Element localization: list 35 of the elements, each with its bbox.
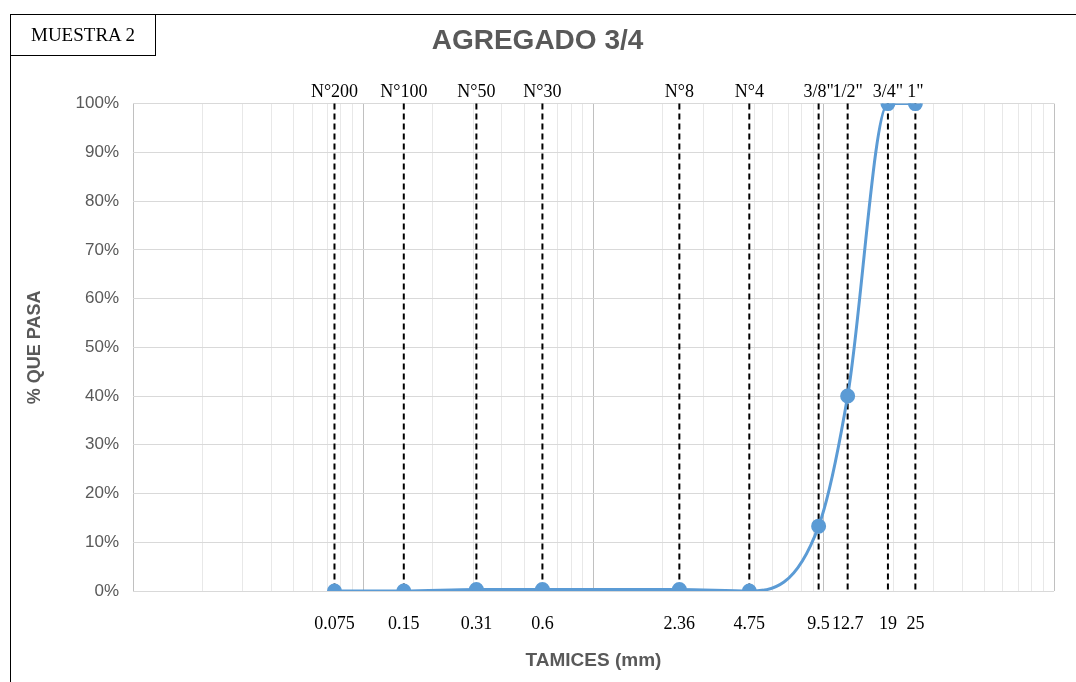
x-tick-label: 12.7: [831, 612, 864, 633]
ref-line-label: N°200: [310, 81, 359, 102]
x-tick-label: 4.75: [733, 612, 766, 633]
x-tick-label: 9.5: [807, 612, 830, 633]
x-axis-title: TAMICES (mm): [525, 648, 662, 670]
y-tick-label: 40%: [84, 385, 119, 405]
ref-line-label: N°50: [457, 81, 496, 102]
ref-line-label: N°30: [523, 81, 562, 102]
y-tick-label: 0%: [94, 580, 119, 600]
y-tick-label: 50%: [84, 336, 119, 356]
annotation: 3/4": [872, 81, 904, 102]
annotation: 1/2": [832, 81, 863, 102]
ref-line-label: N°4: [734, 81, 764, 102]
y-tick-label: 20%: [84, 483, 119, 503]
x-tick-label: 19: [878, 612, 897, 633]
ref-line-label: N°100: [380, 81, 428, 102]
annotation: 3/8": [803, 81, 834, 102]
x-tick-label: 0.31: [460, 612, 493, 633]
y-tick-label: 10%: [84, 531, 119, 551]
y-tick-label: 100%: [75, 93, 119, 113]
x-tick-label: 0.6: [531, 612, 554, 633]
x-tick-label: 25: [906, 612, 925, 633]
x-tick-label: 0.15: [388, 612, 420, 633]
y-tick-label: 90%: [84, 142, 119, 162]
y-axis-title: % QUE PASA: [23, 290, 44, 405]
text: MUESTRA 2: [10, 14, 156, 56]
y-tick-label: 70%: [84, 239, 119, 259]
ref-line-label: N°8: [664, 81, 694, 102]
chart-title: AGREGADO 3/4: [431, 23, 644, 55]
y-tick-label: 30%: [84, 434, 119, 454]
y-tick-label: 60%: [84, 288, 119, 308]
annotation: 1": [907, 81, 924, 102]
x-tick-label: 2.36: [663, 612, 696, 633]
y-tick-label: 80%: [84, 190, 119, 210]
x-tick-label: 0.075: [314, 612, 355, 633]
